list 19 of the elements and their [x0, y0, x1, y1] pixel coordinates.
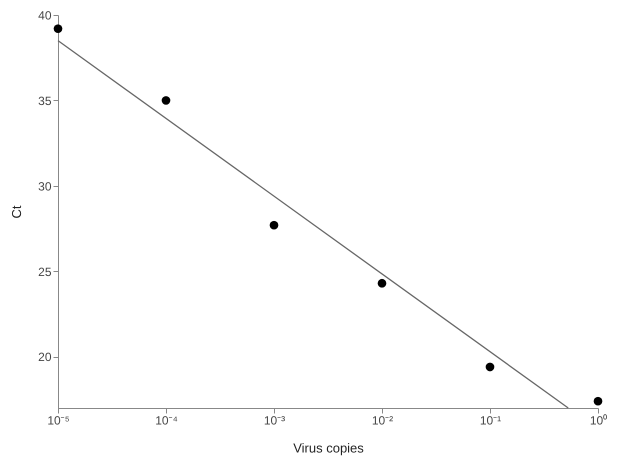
point	[594, 396, 602, 406]
x-tick-label: 10⁻⁵	[47, 414, 70, 428]
point	[54, 24, 62, 33]
x-tick-label: 10⁻²	[372, 414, 394, 428]
y-tick-label: 35	[38, 94, 52, 108]
point	[162, 96, 170, 105]
y-tick-label: 40	[38, 8, 52, 22]
x-axis-title: Virus copies	[293, 440, 364, 456]
y-axis-title: Ct	[9, 205, 24, 218]
point	[270, 220, 278, 230]
x-tick-label: 10⁰	[590, 414, 608, 428]
point	[378, 278, 386, 288]
x-tick-label: 10⁻¹	[480, 414, 502, 428]
point	[486, 362, 494, 372]
x-tick-label: 10⁻⁴	[155, 414, 178, 428]
y-tick-label: 30	[38, 179, 52, 194]
x-tick-label: 10⁻³	[264, 414, 286, 428]
y-tick-label: 25	[38, 264, 52, 279]
y-tick-label: 20	[38, 350, 52, 364]
